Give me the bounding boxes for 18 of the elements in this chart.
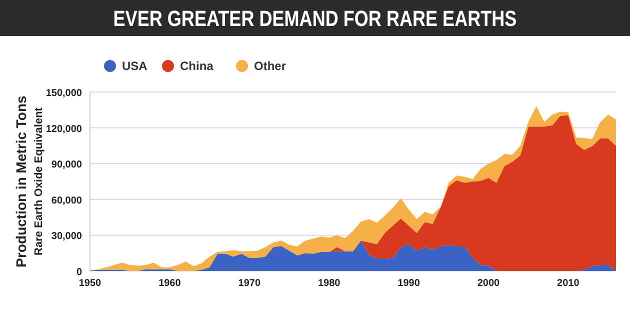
y-tick-label: 60,000 [51, 195, 82, 206]
legend-label: China [180, 59, 214, 73]
y-tick-label: 150,000 [46, 88, 82, 99]
x-tick-label: 1980 [318, 278, 341, 289]
x-tick-label: 1970 [238, 278, 261, 289]
y-tick-label: 90,000 [51, 160, 82, 171]
legend-label: USA [122, 59, 148, 73]
x-tick-label: 2010 [557, 278, 580, 289]
chart-title: EVER GREATER DEMAND FOR RARE EARTHS [113, 7, 517, 32]
y-tick-label: 30,000 [51, 231, 82, 242]
x-tick-label: 1990 [398, 278, 420, 289]
x-tick-label: 2000 [477, 278, 500, 289]
x-tick-label: 1960 [158, 278, 182, 289]
y-axis-title: Production in Metric Tons Rare Earth Oxide Equivalent [13, 95, 45, 268]
legend-label: Other [254, 59, 286, 73]
y-tick-label: 0 [76, 267, 82, 278]
y-tick-label: 120,000 [46, 124, 82, 135]
x-tick-label: 1950 [78, 278, 102, 289]
